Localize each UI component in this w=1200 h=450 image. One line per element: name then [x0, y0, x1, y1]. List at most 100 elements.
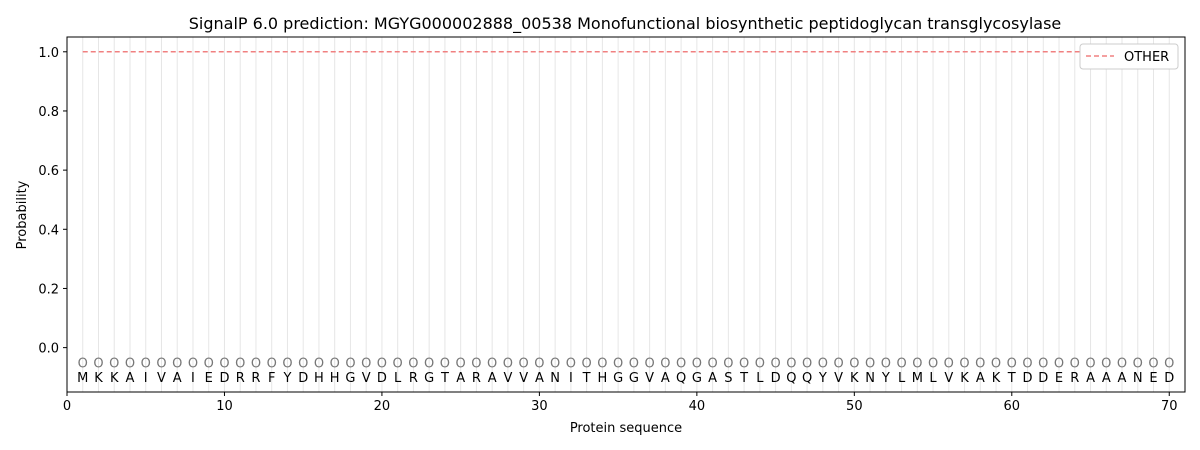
predicted-label-mark: O: [991, 356, 1001, 371]
residue-letter: A: [661, 371, 670, 386]
predicted-label-mark: O: [1022, 356, 1032, 371]
residue-letter: K: [850, 371, 859, 386]
predicted-label-mark: O: [251, 356, 261, 371]
predicted-label-mark: O: [219, 356, 229, 371]
predicted-label-mark: O: [109, 356, 119, 371]
residue-letter: D: [1023, 371, 1033, 386]
residue-letter: N: [865, 371, 875, 386]
residue-letter: Y: [818, 371, 827, 386]
residue-letter: A: [1102, 371, 1111, 386]
predicted-label-mark: O: [1148, 356, 1158, 371]
predicted-label-mark: O: [660, 356, 670, 371]
y-tick-label: 0.2: [38, 282, 59, 297]
residue-letter: G: [424, 371, 434, 386]
residue-letter: S: [724, 371, 732, 386]
predicted-label-mark: O: [534, 356, 544, 371]
residue-letter: V: [157, 371, 166, 386]
residue-letter: R: [472, 371, 481, 386]
chart-title: SignalP 6.0 prediction: MGYG000002888_00…: [189, 14, 1062, 34]
y-axis-label: Probability: [15, 180, 30, 249]
residue-letter: V: [503, 371, 512, 386]
predicted-label-mark: O: [944, 356, 954, 371]
residue-letter: G: [345, 371, 355, 386]
predicted-label-mark: O: [566, 356, 576, 371]
x-tick-label: 20: [374, 399, 391, 414]
residue-letter: R: [1070, 371, 1079, 386]
residue-letter: R: [409, 371, 418, 386]
predicted-label-mark: O: [1007, 356, 1017, 371]
y-tick-label: 0.0: [38, 342, 59, 357]
residue-letter: V: [834, 371, 843, 386]
residue-letter: V: [645, 371, 654, 386]
predicted-label-mark: O: [1117, 356, 1127, 371]
residue-letter: V: [519, 371, 528, 386]
predicted-label-mark: O: [487, 356, 497, 371]
predicted-label-mark: O: [959, 356, 969, 371]
predicted-label-mark: O: [156, 356, 166, 371]
residue-letter: M: [77, 371, 88, 386]
predicted-label-mark: O: [282, 356, 292, 371]
predicted-label-mark: O: [1070, 356, 1080, 371]
predicted-label-mark: O: [78, 356, 88, 371]
predicted-label-mark: O: [550, 356, 560, 371]
residue-letter: K: [992, 371, 1001, 386]
plot-frame: [66, 36, 1186, 393]
residue-letter: Q: [802, 371, 812, 386]
residue-letter: M: [912, 371, 923, 386]
predicted-label-mark: O: [503, 356, 513, 371]
predicted-label-mark: O: [204, 356, 214, 371]
predicted-label-mark: O: [345, 356, 355, 371]
residue-letter: F: [268, 371, 275, 386]
y-tick-label: 0.8: [38, 105, 59, 120]
residue-letter: E: [205, 371, 213, 386]
residue-letter: R: [251, 371, 260, 386]
predicted-label-mark: O: [692, 356, 702, 371]
residue-letter: I: [569, 371, 573, 386]
predicted-label-mark: O: [912, 356, 922, 371]
residue-letter: I: [191, 371, 195, 386]
predicted-label-mark: O: [975, 356, 985, 371]
residue-letter: H: [314, 371, 324, 386]
residue-letter: A: [488, 371, 497, 386]
predicted-label-mark: O: [1038, 356, 1048, 371]
x-axis-label: Protein sequence: [570, 421, 682, 436]
predicted-label-mark: O: [928, 356, 938, 371]
residue-letter: D: [1038, 371, 1048, 386]
x-tick-label: 60: [1004, 399, 1021, 414]
predicted-label-mark: O: [1164, 356, 1174, 371]
residue-letter: Q: [786, 371, 796, 386]
residue-letter: A: [1118, 371, 1127, 386]
predicted-label-mark: O: [739, 356, 749, 371]
legend-other-label: OTHER: [1124, 50, 1169, 65]
predicted-label-mark: O: [314, 356, 324, 371]
residue-letter: A: [708, 371, 717, 386]
predicted-label-mark: O: [456, 356, 466, 371]
predicted-label-mark: O: [802, 356, 812, 371]
residue-letter: V: [362, 371, 371, 386]
x-tick-label: 50: [846, 399, 863, 414]
x-tick-label: 10: [216, 399, 233, 414]
predicted-label-mark: O: [377, 356, 387, 371]
residue-letter: D: [1164, 371, 1174, 386]
residue-letter: A: [976, 371, 985, 386]
residue-letter: L: [394, 371, 402, 386]
residue-letter: D: [377, 371, 387, 386]
residue-letter: T: [739, 371, 748, 386]
residue-letter: A: [173, 371, 182, 386]
residue-letter: A: [126, 371, 135, 386]
residue-letter: V: [944, 371, 953, 386]
x-tick-label: 70: [1161, 399, 1178, 414]
residue-letter: D: [219, 371, 229, 386]
predicted-label-mark: O: [267, 356, 277, 371]
predicted-label-mark: O: [629, 356, 639, 371]
predicted-label-mark: O: [1054, 356, 1064, 371]
predicted-label-mark: O: [330, 356, 340, 371]
x-tick-label: 0: [63, 399, 71, 414]
residue-letter: L: [898, 371, 906, 386]
predicted-label-mark: O: [786, 356, 796, 371]
residue-letter: N: [1133, 371, 1143, 386]
predicted-label-mark: O: [723, 356, 733, 371]
residue-letter: T: [582, 371, 591, 386]
predicted-label-mark: O: [833, 356, 843, 371]
